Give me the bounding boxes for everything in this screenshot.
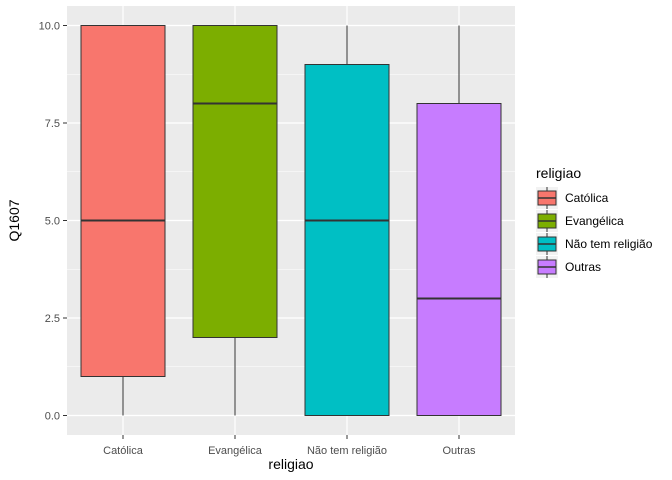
box-2 (192, 25, 278, 416)
legend-item-4: Outras (536, 256, 601, 278)
box-rect (192, 25, 278, 338)
x-tick-label: Não tem religião (307, 445, 387, 457)
legend-item-2: Evangélica (536, 210, 624, 232)
legend-title: religiao (536, 165, 581, 181)
legend-label: Católica (565, 191, 609, 205)
y-axis: 0.0 2.5 5.0 7.5 10.0 (39, 21, 67, 423)
x-axis-title: religiao (268, 456, 313, 472)
y-axis-title: Q1607 (6, 199, 22, 241)
legend-item-1: Católica (536, 187, 609, 209)
y-tick-label: 5.0 (45, 216, 60, 228)
x-tick-label: Outras (442, 445, 476, 457)
box-rect (80, 25, 166, 377)
box-1 (80, 25, 166, 416)
boxes (80, 25, 502, 416)
x-tick-label: Evangélica (208, 445, 263, 457)
y-tick-label: 10.0 (39, 21, 60, 33)
y-tick-label: 2.5 (45, 313, 60, 325)
box-4 (416, 25, 502, 416)
legend-label: Evangélica (565, 214, 624, 228)
legend-label: Não tem religião (565, 237, 653, 251)
y-tick-label: 0.0 (45, 411, 60, 423)
legend-label: Outras (565, 260, 601, 274)
y-tick-label: 7.5 (45, 118, 60, 130)
legend: religiao Católica Evangélica Não tem relig… (536, 165, 653, 278)
legend-item-3: Não tem religião (536, 233, 653, 255)
x-tick-label: Católica (103, 445, 144, 457)
box-3 (304, 25, 390, 416)
box-rect (304, 64, 390, 416)
box-rect (416, 103, 502, 416)
x-axis: Católica Evangélica Não tem religião Outras (103, 435, 476, 457)
